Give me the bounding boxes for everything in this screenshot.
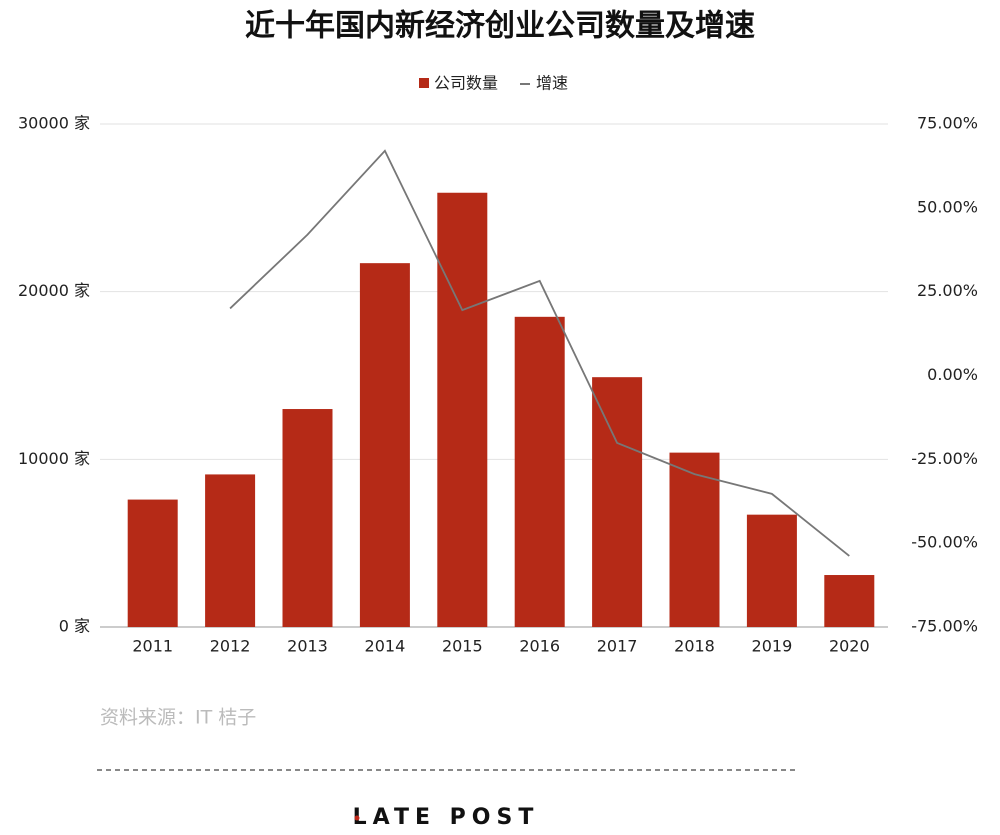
bar [746,514,797,627]
x-tick-label: 2011 [132,637,173,656]
legend-label: 增速 [536,74,568,93]
x-tick-label: 2019 [752,637,793,656]
x-tick-label: 2012 [210,637,251,656]
x-tick-label: 2020 [829,637,870,656]
logo-dot [354,815,360,821]
y-tick-label: 20000 家 [18,281,90,300]
y2-tick-label: -25.00% [911,449,978,468]
growth-line [229,149,850,557]
x-tick-label: 2014 [365,637,406,656]
bar [437,192,488,627]
legend-swatch [419,78,429,88]
bar [592,377,643,627]
y2-tick-label: 50.00% [917,197,978,216]
chart-title: 近十年国内新经济创业公司数量及增速 [245,9,755,44]
y2-tick-label: -50.00% [911,533,978,552]
x-tick-label: 2017 [597,637,638,656]
y2-tick-label: 75.00% [917,114,978,133]
bar [282,409,333,627]
bar [205,474,256,627]
x-tick-label: 2013 [287,637,328,656]
footer-logo: LATE POST [353,805,540,830]
x-tick-label: 2015 [442,637,483,656]
y2-tick-label: 0.00% [927,365,978,384]
bar [824,575,875,627]
bar [514,316,565,627]
legend-label: 公司数量 [434,74,498,93]
y-tick-label: 30000 家 [18,114,90,133]
source: 资料来源：IT 桔子 [100,707,256,729]
y-tick-label: 10000 家 [18,449,90,468]
bar [669,452,720,627]
y2-tick-label: -75.00% [911,617,978,636]
y2-tick-label: 25.00% [917,281,978,300]
bar [359,263,410,627]
y-tick-label: 0 家 [59,617,90,636]
x-tick-label: 2016 [519,637,560,656]
bar [127,499,178,627]
x-tick-label: 2018 [674,637,715,656]
